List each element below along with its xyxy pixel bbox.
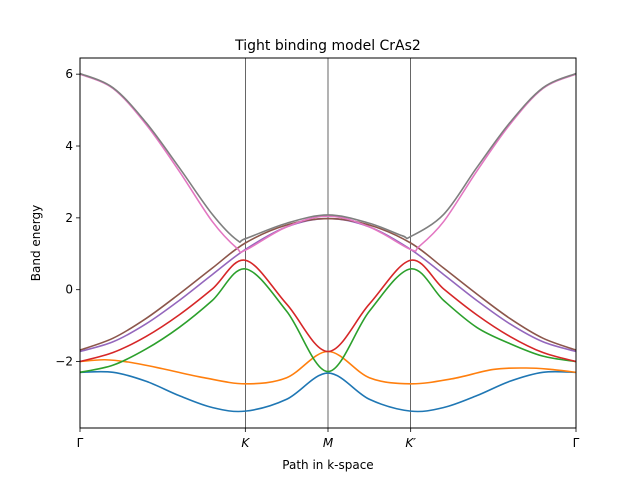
x-axis-label: Path in k-space [282,458,373,472]
y-tick-label-3: 4 [65,139,73,153]
y-tick-label-2: 2 [65,211,73,225]
y-axis-ticks: −2 0 2 4 6 [55,67,80,369]
x-tick-label-1: K [241,436,250,450]
band-line-3 [80,268,576,374]
band-line-8 [80,72,576,244]
x-tick-label-0: Γ [77,436,84,450]
x-axis-ticks: Γ K M K′ Γ [77,428,580,450]
band-line-7 [80,73,576,254]
band-line-1 [80,370,576,413]
x-tick-label-3: K′ [405,436,416,450]
band-line-6 [80,217,576,351]
y-tick-label-1: 0 [65,283,73,297]
x-tick-label-2: M [323,436,334,450]
band-line-4 [80,259,576,363]
y-tick-label-4: 6 [65,67,73,81]
plot-area: Γ K M K′ Γ −2 0 2 4 6 [55,57,580,450]
y-tick-label-0: −2 [55,355,73,369]
chart-title: Tight binding model CrAs2 [234,38,421,54]
band-lines [80,72,576,413]
y-axis-label: Band energy [29,205,43,281]
x-tick-label-4: Γ [573,436,580,450]
